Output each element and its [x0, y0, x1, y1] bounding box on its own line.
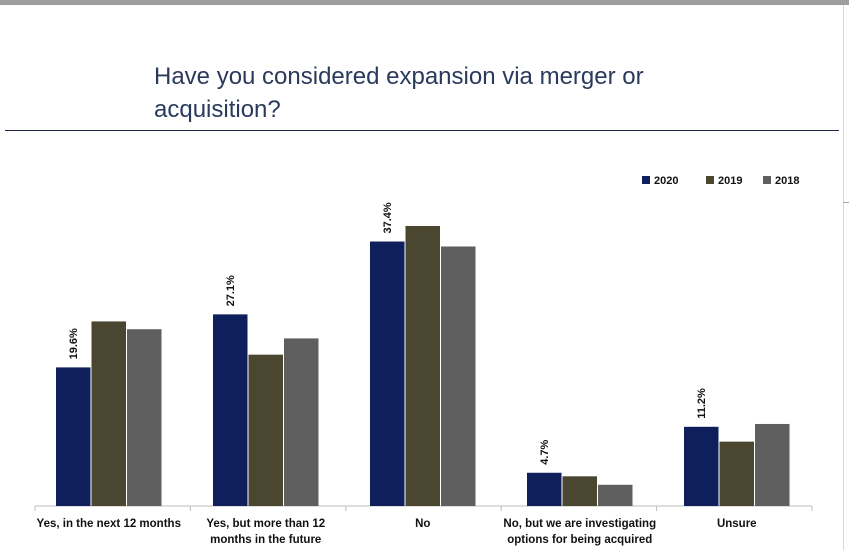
- legend-swatch-2018: [763, 176, 771, 184]
- bar-2018-1: [127, 329, 162, 506]
- right-edge-tick: [843, 202, 849, 203]
- top-border: [0, 0, 849, 5]
- bar-2020-1: [56, 367, 91, 506]
- legend-label-2020: 2020: [654, 175, 678, 187]
- category-labels: Yes, in the next 12 months Yes, but more …: [37, 518, 757, 546]
- legend-swatch-2020: [642, 176, 650, 184]
- bar-2018-3: [441, 246, 476, 506]
- bar-2018-4: [598, 484, 633, 506]
- bar-2020-5: [684, 426, 719, 506]
- bar-2019-1: [91, 321, 126, 506]
- value-label-1: 19.6%: [68, 328, 80, 359]
- title-underline: [5, 130, 839, 131]
- bar-2019-5: [719, 441, 754, 506]
- value-label-4: 4.7%: [539, 439, 551, 464]
- category-label-4: options for being acquired: [507, 534, 652, 546]
- category-label-4: No, but we are investigating: [503, 518, 656, 530]
- bars-layer: [56, 225, 790, 506]
- axis-ticks: [34, 506, 813, 511]
- legend: 2020 2019 2018: [642, 175, 799, 187]
- bar-2019-3: [405, 225, 440, 506]
- category-label-1: Yes, in the next 12 months: [37, 518, 181, 530]
- bar-2019-4: [562, 476, 597, 506]
- value-label-5: 11.2%: [696, 388, 708, 419]
- bar-2018-2: [284, 338, 319, 506]
- value-labels: 19.6% 27.1% 37.4% 4.7% 11.2%: [68, 202, 708, 465]
- category-label-2: months in the future: [210, 534, 321, 546]
- legend-swatch-2019: [706, 176, 714, 184]
- category-label-2: Yes, but more than 12: [206, 518, 325, 530]
- bar-2020-3: [370, 241, 405, 506]
- bar-2019-2: [248, 354, 283, 506]
- right-edge: [843, 5, 844, 550]
- bar-2018-5: [755, 423, 790, 506]
- legend-label-2018: 2018: [775, 175, 799, 187]
- value-label-3: 37.4%: [382, 202, 394, 233]
- category-label-3: No: [415, 518, 430, 530]
- legend-label-2019: 2019: [718, 175, 742, 187]
- category-label-5: Unsure: [717, 518, 757, 530]
- chart-title: Have you considered expansion via merger…: [154, 63, 644, 123]
- bar-2020-4: [527, 472, 562, 506]
- bar-2020-2: [213, 314, 248, 506]
- value-label-2: 27.1%: [225, 275, 237, 306]
